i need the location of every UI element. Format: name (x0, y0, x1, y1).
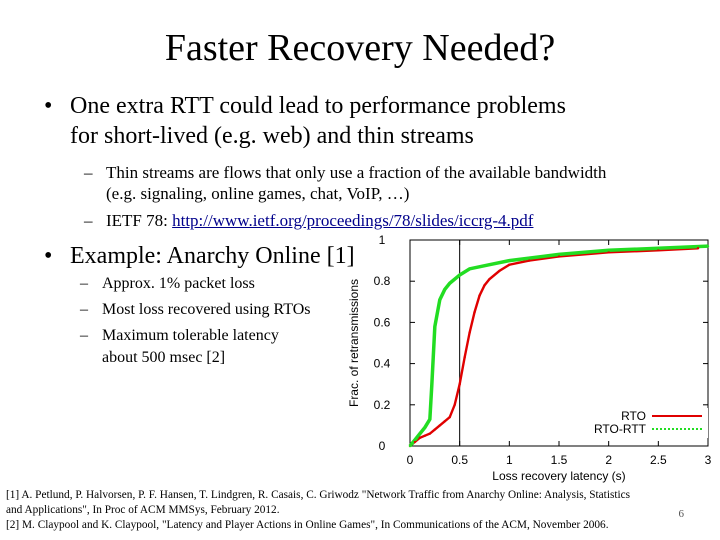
data-point-rto (418, 436, 422, 439)
data-point-rto-rtt (423, 426, 427, 429)
data-point-rto (413, 440, 417, 444)
slide-title: Faster Recovery Needed? (164, 27, 556, 69)
sub-bullet-continuation: about 500 msec [2] (102, 349, 226, 366)
reference-1-line-2: and Applications", In Proc of ACM MMSys,… (6, 504, 280, 516)
sub-bullet-item: – IETF 78: http://www.ietf.org/proceedin… (84, 211, 534, 231)
data-point-rto (528, 259, 531, 262)
y-tick-label: 0.8 (374, 274, 391, 288)
data-point-rto (607, 251, 610, 254)
dash-glyph: – (84, 211, 93, 230)
data-point-rto (557, 255, 561, 258)
data-point-rto (508, 263, 511, 266)
reference-1-line-1: [1] A. Petlund, P. Halvorsen, P. F. Hans… (6, 489, 631, 501)
legend-label: RTO-RTT (594, 422, 647, 436)
dash-glyph: – (80, 301, 88, 318)
data-point-rto (696, 247, 700, 250)
data-point-rto (657, 249, 660, 252)
sub-bullet-text: Approx. 1% packet loss (102, 275, 255, 292)
reference-2: [2] M. Claypool and K. Claypool, "Latenc… (6, 519, 609, 531)
x-ticks: 0 0.5 1 1.5 2 2.5 3 (407, 240, 712, 467)
sub-bullet-text: Thin streams are flows that only use a f… (106, 163, 607, 182)
data-point-rto (453, 403, 456, 406)
data-point-rto-rtt (557, 253, 561, 256)
y-tick-label: 1 (379, 233, 386, 247)
data-point-rto (428, 432, 432, 435)
y-axis-label: Frac. of retransmissions (347, 279, 361, 407)
data-point-rto (473, 310, 476, 314)
x-axis-label: Loss recovery latency (s) (492, 469, 625, 483)
x-tick-label: 2.5 (650, 453, 667, 467)
data-point-rto (448, 415, 451, 419)
data-point-rto (463, 356, 466, 359)
legend-label: RTO (621, 409, 646, 423)
y-ticks: 0 0.2 0.4 0.6 0.8 1 (374, 233, 708, 453)
data-point-rto-rtt (488, 263, 491, 266)
data-point-rto-rtt (433, 325, 437, 328)
ietf-label: IETF 78: (106, 211, 173, 230)
data-point-rto-rtt (408, 444, 412, 448)
bullet-item: • One extra RTT could lead to performanc… (44, 92, 566, 120)
data-point-rto-rtt (508, 259, 511, 262)
bullet-dot: • (44, 243, 53, 269)
data-point-rto-rtt (418, 432, 422, 435)
ietf-link[interactable]: http://www.ietf.org/proceedings/78/slide… (172, 211, 534, 230)
bullet-text: One extra RTT could lead to performance … (70, 93, 566, 119)
data-point-rto-rtt (468, 267, 471, 271)
y-tick-label: 0.4 (374, 357, 391, 371)
data-point-rto-rtt (428, 418, 432, 421)
y-tick-label: 0 (379, 439, 386, 453)
sub-bullet-item: – Thin streams are flows that only use a… (84, 163, 607, 183)
data-point-rto-rtt (458, 273, 461, 277)
data-point-rto (458, 383, 461, 386)
data-point-rto-rtt (430, 383, 434, 386)
sub-bullet-text: Maximum tolerable latency (102, 327, 279, 344)
sub-bullet-item: – Most loss recovered using RTOs (80, 300, 311, 320)
series-line-rto-rtt (408, 244, 709, 448)
x-tick-label: 0.5 (451, 453, 468, 467)
data-point-rto (443, 420, 446, 423)
bullet-item: • Example: Anarchy Online [1] (44, 242, 355, 270)
cdf-chart: 0 0.2 0.4 0.6 0.8 1 0 0.5 1 1.5 2 2.5 3 Loss recove… (347, 233, 712, 483)
x-tick-label: 1.5 (551, 453, 568, 467)
x-tick-label: 1 (506, 453, 513, 467)
data-point-rto (433, 428, 437, 431)
x-tick-label: 0 (407, 453, 414, 467)
data-point-rto (498, 269, 501, 273)
legend-box (590, 408, 708, 438)
data-point-rto (438, 424, 441, 427)
dash-glyph: – (80, 327, 88, 344)
bullet-dot: • (44, 93, 53, 119)
data-points (408, 244, 710, 448)
data-point-rto (423, 434, 427, 437)
y-tick-label: 0.6 (374, 315, 391, 329)
sub-bullet-item: – Approx. 1% packet loss (80, 274, 255, 294)
x-tick-label: 2 (605, 453, 612, 467)
bullet-continuation: for short-lived (e.g. web) and thin stre… (70, 123, 474, 149)
sub-bullet-text: Most loss recovered using RTOs (102, 301, 311, 318)
sub-bullet-item: – Maximum tolerable latency (80, 326, 279, 346)
x-tick-label: 3 (705, 453, 712, 467)
data-point-rto-rtt (448, 282, 451, 285)
data-point-rto-rtt (657, 247, 660, 250)
data-point-rto-rtt (413, 438, 417, 442)
data-point-rto-rtt (607, 249, 610, 252)
data-point-rto-rtt (706, 244, 710, 248)
data-point-rto (483, 284, 486, 287)
dash-glyph: – (84, 163, 93, 182)
page-number: 6 (678, 508, 685, 520)
data-point-rto (468, 331, 471, 334)
data-point-rto-rtt (443, 288, 446, 291)
y-tick-label: 0.2 (374, 398, 391, 412)
data-point-rto-rtt (438, 298, 441, 301)
dash-glyph: – (80, 275, 88, 292)
sub-bullet-continuation: (e.g. signaling, online games, chat, VoI… (106, 184, 410, 203)
references: [1] A. Petlund, P. Halvorsen, P. F. Hans… (6, 488, 686, 533)
data-point-rto (478, 294, 481, 297)
data-point-rto (488, 277, 491, 281)
bullet-text: Example: Anarchy Online [1] (70, 243, 355, 269)
